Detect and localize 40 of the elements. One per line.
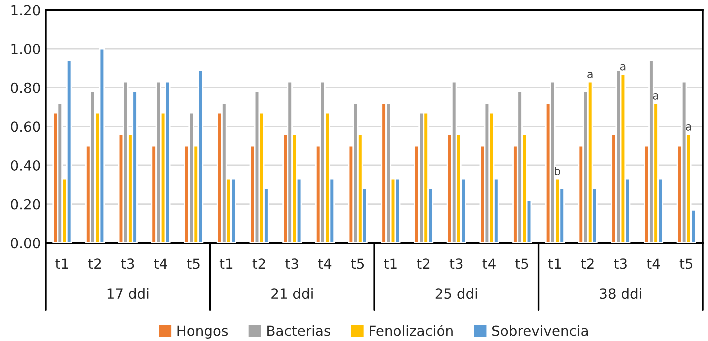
x-tick-label: t2 [581, 258, 594, 269]
x-tick-label: t2 [417, 258, 430, 269]
x-tick-label: t4 [647, 258, 660, 269]
x-tick-label: t2 [252, 258, 266, 269]
text: 38 ddi [600, 288, 642, 300]
x-tick-label: t4 [154, 258, 168, 269]
legend-label: Hongos [178, 326, 228, 339]
x-tick-label: t3 [121, 258, 134, 270]
data-label: a [620, 64, 626, 71]
x-tick-label: t5 [680, 258, 693, 270]
x-tick-label: t3 [450, 258, 463, 270]
y-tick-label: 0.80 [11, 82, 40, 94]
y-tick-label: 0.20 [11, 199, 40, 210]
data-label: a [588, 72, 593, 78]
y-tick-label: 1.20 [12, 5, 40, 16]
x-tick-label: t3 [614, 258, 627, 270]
data-label: a [653, 93, 658, 100]
x-tick-label: t4 [482, 258, 496, 269]
data-label: a [686, 124, 692, 131]
text: 21 ddi [272, 288, 313, 300]
x-tick-label: t1 [384, 258, 397, 269]
x-tick-label: t5 [187, 258, 200, 270]
x-tick-label: t1 [56, 258, 68, 269]
y-tick-label: 0.00 [11, 238, 40, 249]
y-tick-label: 0.60 [11, 122, 40, 132]
x-tick-label: t5 [351, 258, 364, 270]
legend-label: Sobrevivencia [492, 326, 588, 336]
x-tick-label: t4 [318, 258, 332, 269]
legend-label: Fenolización [370, 324, 453, 336]
x-tick-label: t3 [286, 258, 298, 270]
x-tick-label: t5 [516, 258, 528, 270]
x-tick-label: t1 [548, 258, 562, 269]
x-tick-label: t1 [220, 258, 233, 269]
data-label: b [554, 166, 560, 176]
y-tick-label: 0.40 [11, 160, 40, 171]
legend-label: Bacterias [268, 326, 331, 336]
text: 17 ddi [108, 288, 149, 300]
y-tick-label: 1.00 [12, 44, 40, 55]
text: 25 ddi [436, 288, 478, 300]
x-tick-label: t2 [88, 258, 102, 269]
